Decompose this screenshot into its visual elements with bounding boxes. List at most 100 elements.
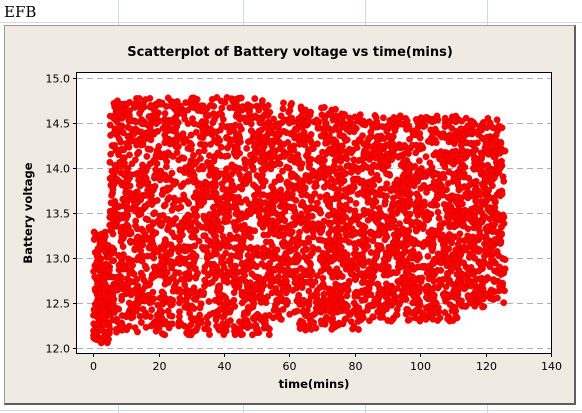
- chart-frame[interactable]: Scatterplot of Battery voltage vs time(m…: [4, 25, 576, 405]
- data-point: [93, 252, 101, 260]
- data-point: [159, 245, 167, 253]
- data-point: [170, 283, 178, 291]
- data-point: [279, 232, 287, 240]
- data-point: [255, 209, 263, 217]
- x-tick-label: 20: [153, 360, 167, 373]
- data-point: [190, 152, 197, 159]
- data-point: [148, 183, 155, 191]
- data-point: [159, 300, 167, 308]
- data-point: [387, 270, 394, 278]
- data-point: [337, 249, 344, 257]
- data-point: [126, 269, 134, 277]
- data-point: [145, 120, 152, 128]
- scatter-chart: Scatterplot of Battery voltage vs time(m…: [21, 45, 562, 391]
- data-point: [318, 160, 326, 168]
- data-point: [125, 258, 133, 266]
- data-point: [432, 267, 440, 275]
- data-point: [144, 216, 152, 224]
- data-point: [192, 274, 200, 282]
- data-point: [391, 127, 399, 135]
- data-point: [343, 205, 351, 213]
- x-tick-label: 80: [349, 360, 363, 373]
- data-point: [407, 218, 415, 226]
- data-point: [182, 298, 190, 305]
- data-point: [330, 296, 337, 304]
- data-point: [488, 256, 495, 264]
- data-point: [245, 158, 253, 166]
- data-point: [131, 101, 138, 109]
- data-point: [164, 94, 172, 102]
- data-point: [174, 255, 182, 263]
- data-point: [268, 142, 276, 150]
- data-point: [384, 263, 392, 271]
- data-point: [403, 117, 411, 125]
- data-point: [137, 247, 145, 255]
- data-point: [112, 283, 119, 290]
- data-point: [359, 237, 367, 245]
- data-point: [108, 167, 116, 175]
- data-point: [372, 154, 379, 162]
- data-point: [150, 254, 158, 262]
- data-point: [218, 104, 226, 112]
- data-point: [223, 186, 231, 194]
- data-point: [467, 234, 475, 242]
- data-point: [335, 319, 343, 327]
- data-point: [285, 119, 293, 127]
- data-point: [229, 136, 237, 144]
- data-point: [217, 290, 224, 298]
- data-point: [302, 112, 309, 119]
- data-point: [321, 115, 328, 123]
- data-point: [437, 259, 445, 267]
- data-point: [344, 302, 351, 310]
- x-tick-label: 0: [90, 360, 97, 373]
- data-point: [182, 244, 190, 252]
- data-point: [203, 314, 211, 321]
- data-point: [124, 132, 132, 140]
- cell-tag[interactable]: EFB: [4, 3, 37, 21]
- data-point: [243, 144, 251, 152]
- data-point: [133, 234, 141, 242]
- data-point: [337, 243, 345, 251]
- data-point: [165, 194, 173, 201]
- data-point: [392, 235, 400, 243]
- data-point: [482, 140, 490, 148]
- data-point: [390, 210, 398, 218]
- data-point: [118, 312, 126, 319]
- data-point: [284, 203, 291, 210]
- data-point: [236, 253, 244, 261]
- data-point: [253, 329, 261, 336]
- x-tick-label: 140: [541, 360, 562, 373]
- data-point: [307, 197, 315, 205]
- data-point: [253, 244, 261, 252]
- data-point: [309, 249, 316, 257]
- data-point: [186, 219, 194, 227]
- data-point: [317, 253, 324, 261]
- data-point: [434, 193, 442, 201]
- x-tick-label: 100: [410, 360, 431, 373]
- data-point: [270, 255, 277, 263]
- data-point: [166, 140, 174, 148]
- data-point: [216, 296, 224, 304]
- data-point: [365, 118, 373, 126]
- data-point: [249, 166, 257, 174]
- data-point: [270, 115, 277, 123]
- data-point: [476, 297, 484, 305]
- data-point: [328, 195, 336, 203]
- data-point: [216, 325, 224, 333]
- data-point: [161, 154, 169, 162]
- data-point: [151, 209, 159, 217]
- data-point: [491, 197, 499, 205]
- data-point: [343, 136, 351, 144]
- data-point: [271, 227, 279, 235]
- data-point: [368, 301, 375, 309]
- data-point: [147, 136, 155, 144]
- data-point: [470, 218, 478, 226]
- data-point: [108, 191, 116, 199]
- data-point: [351, 230, 359, 238]
- data-point: [369, 313, 377, 321]
- data-point: [365, 285, 373, 292]
- data-point: [193, 212, 201, 220]
- data-point: [298, 191, 306, 199]
- data-point: [407, 248, 415, 256]
- data-point: [303, 207, 311, 215]
